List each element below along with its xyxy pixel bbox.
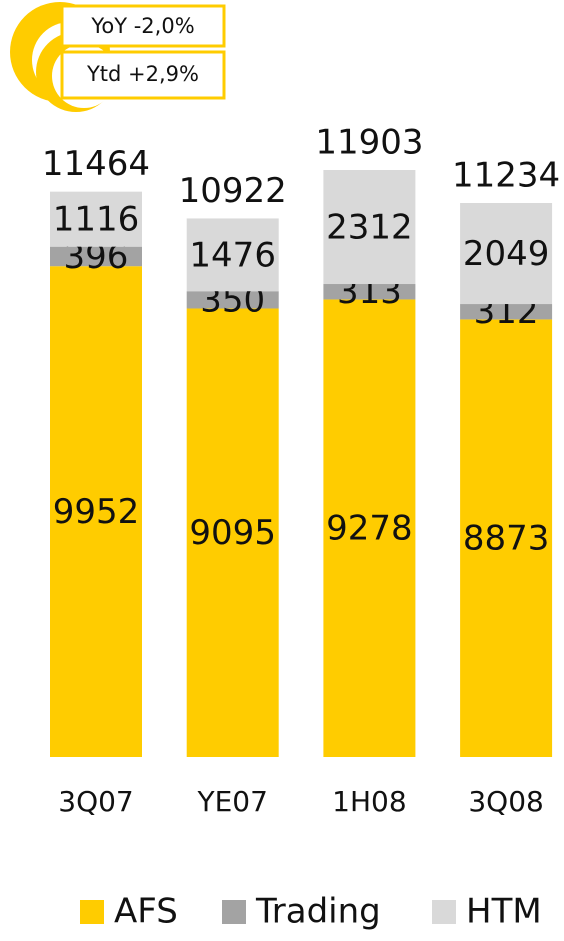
x-tick-label: YE07 (196, 785, 267, 818)
legend-label: HTM (466, 892, 542, 932)
total-label: 11903 (315, 123, 423, 163)
bar-segment (460, 304, 553, 320)
bar-segment (50, 191, 142, 247)
legend-label: AFS (114, 892, 178, 932)
x-tick-label: 3Q07 (58, 785, 133, 818)
bar-segment (460, 319, 553, 757)
annotation: YoY -2,0% (90, 14, 194, 38)
bar-segment (323, 170, 416, 285)
total-label: 10922 (179, 171, 287, 211)
data-label: 9952 (53, 492, 140, 532)
x-tick-label: 1H08 (332, 785, 407, 818)
legend-swatch (222, 900, 246, 924)
data-label: 9278 (326, 509, 413, 549)
x-tick-label: 3Q08 (468, 785, 543, 818)
bar-segment (186, 218, 279, 292)
bar-segment (323, 284, 416, 300)
bar-segment (50, 246, 142, 267)
data-label: 1476 (189, 235, 276, 275)
data-label: 8873 (463, 519, 550, 559)
bar-segment (323, 299, 416, 757)
bar-segment (460, 202, 553, 305)
annotation-box (60, 50, 226, 100)
legend-label: Trading (255, 892, 381, 932)
data-label: 2312 (326, 208, 413, 248)
data-label: 1116 (53, 200, 140, 240)
total-label: 11464 (42, 144, 150, 184)
legend-swatch (432, 900, 456, 924)
annotation: Ytd +2,9% (86, 62, 199, 86)
bar-segment (186, 308, 279, 757)
bar-segment (186, 291, 279, 309)
annotation-box (60, 4, 226, 48)
legend-swatch (80, 900, 104, 924)
data-label: 9095 (189, 513, 276, 553)
data-label: 2049 (463, 234, 550, 274)
total-label: 11234 (452, 155, 560, 195)
bar-segment (50, 266, 142, 757)
